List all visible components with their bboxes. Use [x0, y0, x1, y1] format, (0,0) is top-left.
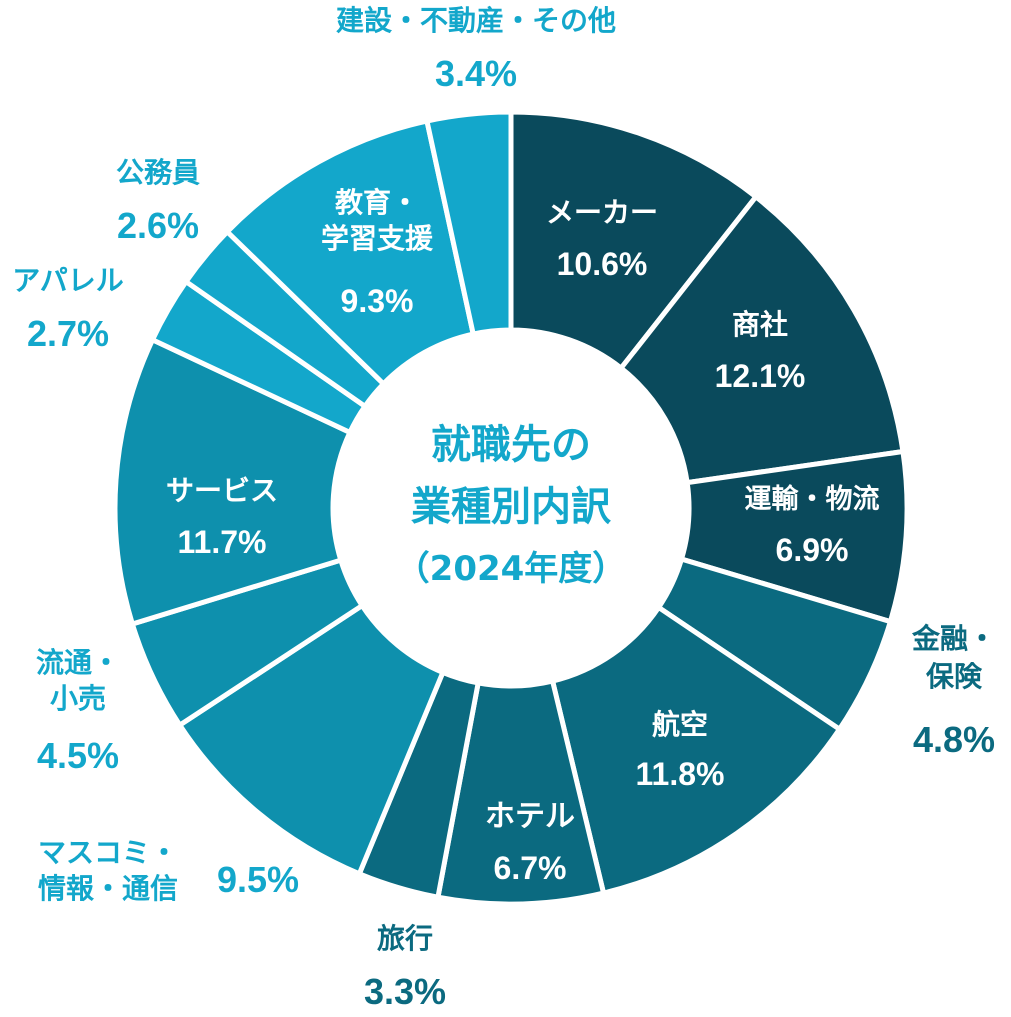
slice-value-label: 10.6%	[557, 246, 648, 282]
center-title-line: 業種別内訳	[411, 484, 612, 530]
slice-category-label: 公務員	[116, 156, 200, 189]
slice-category-label: 小売	[50, 682, 106, 715]
slice-2	[617, 193, 906, 486]
slice-category-label: 学習支援	[321, 222, 434, 255]
slice-value-label: 6.9%	[776, 532, 849, 568]
slice-category-label: アパレル	[12, 264, 123, 297]
slice-category-label: 航空	[652, 708, 708, 741]
slice-label-2: 運輸・物流 6.9%	[745, 483, 880, 568]
slice-label-0: メーカー 10.6%	[546, 196, 658, 282]
slice-value-label: 3.4%	[435, 53, 517, 94]
slice-category-label: 金融・	[911, 622, 996, 655]
slice-category-label: 運輸・物流	[745, 483, 880, 515]
slice-category-label: マスコミ・	[38, 836, 178, 869]
slice-category-label: 建設・不動産・その他	[336, 4, 616, 37]
slice-value-label: 4.8%	[913, 719, 995, 760]
slice-value-label: 2.6%	[117, 205, 199, 246]
slice-value-label: 4.5%	[37, 735, 119, 776]
slice-category-label: 商社	[732, 308, 788, 341]
slice-category-label: 旅行	[377, 922, 433, 955]
slice-value-label: 11.8%	[636, 756, 725, 792]
slice-label-5: ホテル 6.7%	[485, 799, 575, 886]
slice-category-label: サービス	[166, 474, 278, 507]
slice-label-10: アパレル 2.7%	[12, 264, 123, 354]
slice-value-label: 12.1%	[715, 358, 806, 394]
slice-5	[549, 603, 843, 897]
slice-value-label: 2.7%	[27, 313, 109, 354]
slice-category-label: メーカー	[546, 196, 658, 229]
slice-value-label: 6.7%	[494, 850, 567, 886]
center-title-line: 就職先の	[431, 422, 591, 468]
center-title-line: （2024年度）	[396, 549, 627, 589]
slice-label-13: 建設・不動産・その他 3.4%	[336, 4, 616, 94]
slice-label-11: 公務員 2.6%	[116, 156, 200, 246]
slice-label-1: 商社 12.1%	[715, 308, 806, 394]
slice-label-8: 流通・小売 4.5%	[36, 646, 120, 776]
slice-category-label: 教育・	[335, 186, 419, 219]
slice-category-label: ホテル	[485, 799, 575, 834]
slice-label-7: マスコミ・情報・通信 9.5%	[38, 836, 299, 905]
slice-value-label: 9.5%	[217, 859, 299, 900]
slice-14	[423, 109, 514, 338]
slice-label-6: 旅行 3.3%	[364, 922, 446, 1012]
slice-value-label: 3.3%	[364, 971, 446, 1012]
slice-8	[176, 602, 447, 878]
slice-10	[112, 336, 354, 628]
slice-1	[508, 109, 760, 372]
slice-labels: メーカー 10.6% 商社 12.1% 運輸・物流 6.9% 航空 11.8% ホテル 6.7% サ…	[12, 4, 996, 1012]
slice-category-label: 情報・通信	[38, 872, 178, 905]
slice-value-label: 9.3%	[341, 283, 414, 319]
slice-label-9: サービス 11.7%	[166, 474, 278, 560]
slice-label-12: 教育・学習支援 9.3%	[321, 186, 434, 319]
slice-category-label: 保険	[926, 660, 983, 693]
donut-slices	[112, 109, 910, 907]
slice-label-3: 金融・保険 4.8%	[911, 622, 996, 760]
slice-category-label: 流通・	[36, 646, 120, 679]
slice-value-label: 11.7%	[178, 524, 267, 560]
slice-label-4: 航空 11.8%	[636, 708, 725, 792]
